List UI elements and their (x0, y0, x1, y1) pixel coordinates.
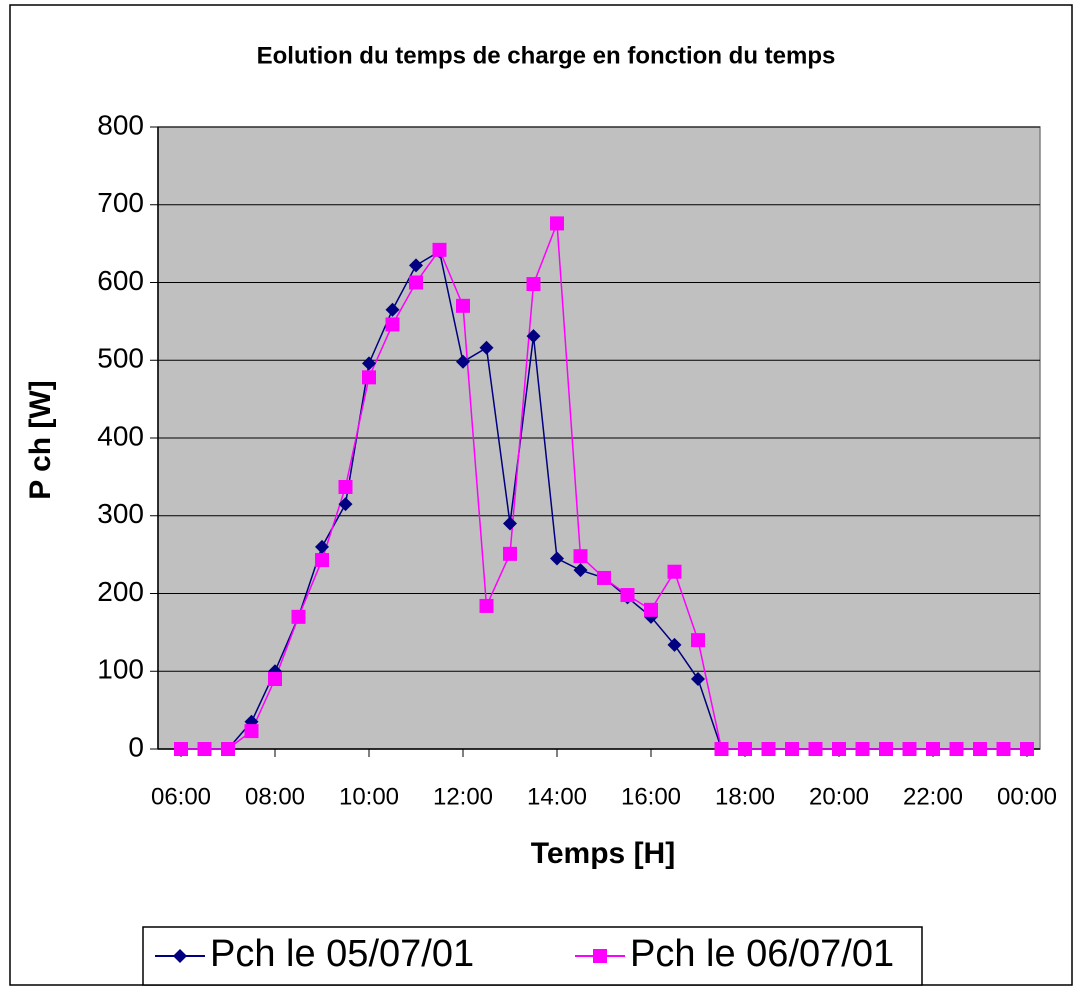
data-point (949, 742, 964, 756)
legend-label: Pch le 06/07/01 (630, 933, 894, 975)
data-point (620, 588, 635, 603)
y-tick-label: 200 (97, 576, 144, 607)
x-tick-label: 14:00 (527, 783, 587, 810)
x-tick-label: 08:00 (245, 783, 305, 810)
data-point (174, 742, 188, 756)
x-tick-label: 06:00 (151, 783, 211, 810)
data-point (291, 609, 306, 624)
data-point (197, 742, 212, 756)
data-point (902, 742, 917, 756)
legend-marker (593, 949, 607, 963)
data-point (714, 742, 729, 756)
data-point (550, 551, 564, 566)
data-point (479, 340, 494, 355)
y-tick-label: 100 (97, 654, 144, 685)
y-axis-title: P ch [W] (24, 380, 57, 499)
y-tick-label: 400 (97, 420, 144, 451)
data-point (573, 549, 588, 564)
data-point (362, 370, 376, 385)
x-tick-label: 20:00 (809, 783, 869, 810)
data-point (409, 275, 423, 290)
data-point (221, 742, 235, 756)
x-tick-label: 16:00 (621, 783, 681, 810)
data-point (315, 553, 329, 568)
data-point (644, 602, 658, 617)
data-point (808, 742, 823, 756)
data-point (785, 742, 799, 756)
data-point (338, 497, 353, 512)
x-tick-label: 00:00 (997, 783, 1057, 810)
data-point (526, 329, 541, 344)
y-tick-label: 600 (97, 265, 144, 296)
data-point (667, 637, 682, 652)
data-point (691, 672, 705, 687)
data-point (973, 742, 987, 756)
data-point (832, 742, 846, 756)
data-point (244, 724, 259, 739)
y-tick-label: 500 (97, 343, 144, 374)
data-point (879, 742, 893, 756)
data-point (550, 216, 564, 231)
x-tick-label: 22:00 (903, 783, 963, 810)
legend-label: Pch le 05/07/01 (210, 933, 474, 975)
data-point (996, 742, 1011, 756)
data-point (409, 258, 423, 273)
legend-entry: Pch le 06/07/01 (575, 933, 894, 975)
data-point (268, 672, 282, 687)
data-point (1020, 742, 1034, 756)
data-point (385, 302, 400, 317)
data-point (526, 277, 541, 292)
y-tick-label: 800 (97, 109, 144, 140)
data-point (479, 598, 494, 613)
chart-title: Eolution du temps de charge en fonction … (257, 42, 836, 69)
data-point (385, 317, 400, 332)
data-point (738, 742, 752, 756)
data-point (456, 354, 470, 369)
y-tick-label: 0 (128, 731, 144, 762)
data-point (761, 742, 776, 756)
x-axis-title: Temps [H] (531, 837, 675, 870)
data-point (456, 298, 470, 313)
data-point (432, 242, 447, 257)
data-point (362, 356, 376, 371)
legend-box (142, 926, 923, 986)
legend-marker (173, 949, 187, 963)
data-point (691, 633, 705, 648)
legend-entry: Pch le 05/07/01 (155, 933, 474, 975)
x-tick-label: 10:00 (339, 783, 399, 810)
data-point (503, 546, 517, 561)
data-point (573, 563, 588, 578)
data-point (503, 516, 517, 531)
data-point (855, 742, 870, 756)
data-point (667, 564, 682, 579)
data-point (597, 570, 611, 585)
data-point (926, 742, 940, 756)
data-point (338, 479, 353, 494)
y-tick-label: 700 (97, 187, 144, 218)
data-point (315, 539, 329, 554)
x-tick-label: 18:00 (715, 783, 775, 810)
x-tick-label: 12:00 (433, 783, 493, 810)
y-tick-label: 300 (97, 498, 144, 529)
